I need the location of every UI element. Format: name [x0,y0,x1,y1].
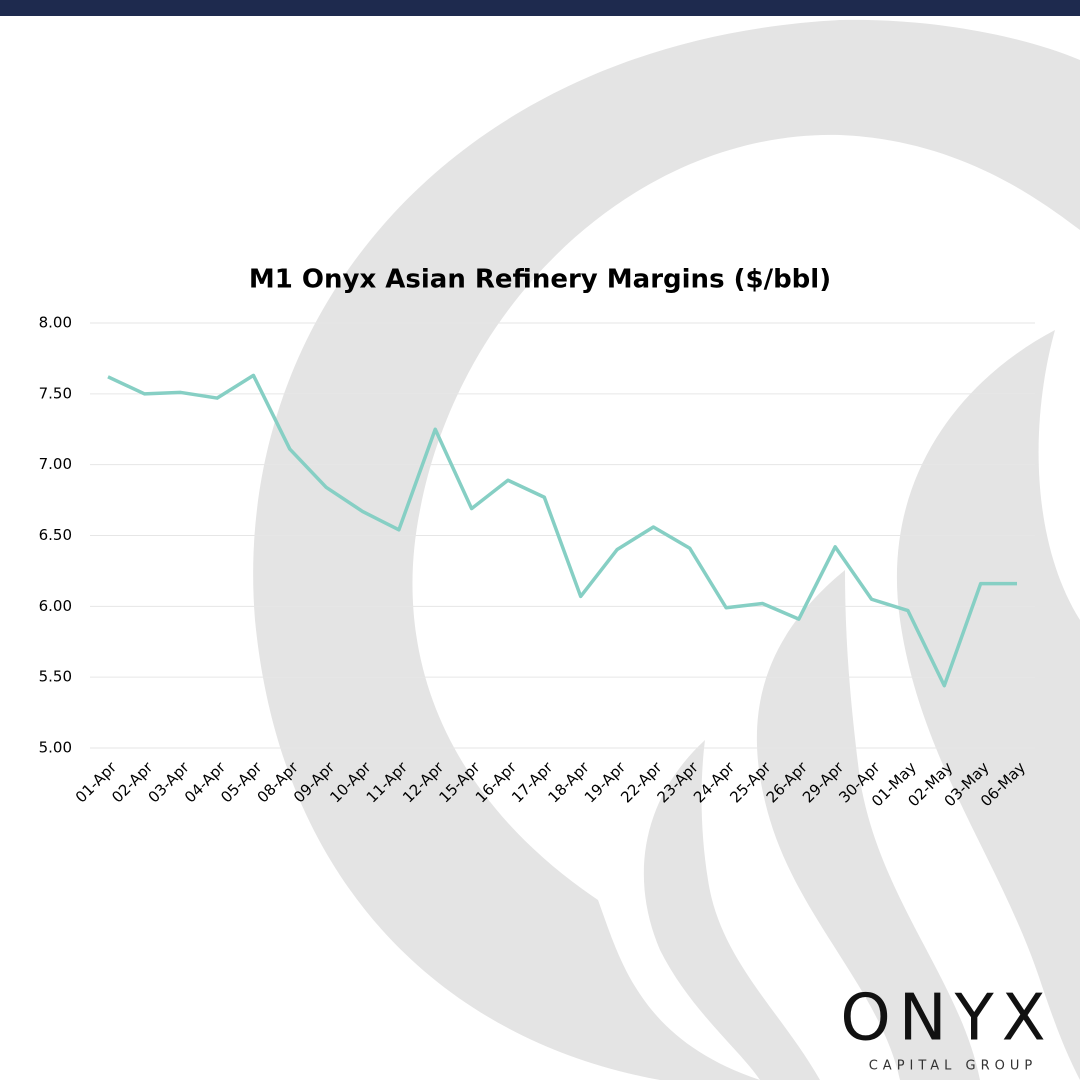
watermark [253,19,1080,1080]
y-tick-label: 5.00 [39,739,72,757]
chart-title: M1 Onyx Asian Refinery Margins ($/bbl) [249,265,831,295]
data-line [107,373,1017,688]
y-tick-label: 7.50 [39,384,72,402]
y-tick-label: 8.00 [39,314,72,332]
logo-tagline: CAPITAL GROUP [869,1059,1038,1074]
y-tick-label: 6.00 [39,597,72,615]
y-tick-label: 5.50 [39,668,72,686]
y-tick-label: 7.00 [39,455,72,473]
y-tick-label: 6.50 [39,526,72,544]
top-bar [0,0,1080,16]
logo-name: ONYX [840,982,1053,1056]
